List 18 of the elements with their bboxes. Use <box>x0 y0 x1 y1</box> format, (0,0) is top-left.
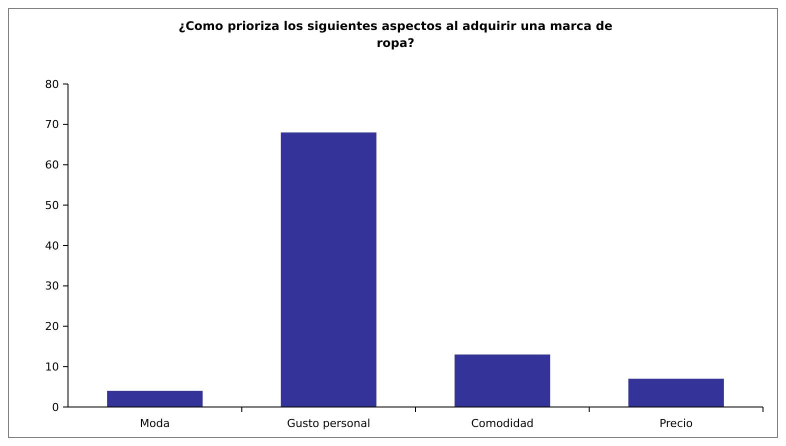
y-tick-label: 0 <box>52 400 59 414</box>
y-tick-label: 50 <box>45 198 59 212</box>
bar <box>454 354 550 407</box>
y-tick-label: 30 <box>45 280 59 293</box>
y-tick-label: 60 <box>45 158 59 172</box>
y-tick-label: 20 <box>45 320 59 334</box>
bar <box>107 390 203 407</box>
x-tick-label: Precio <box>659 417 694 430</box>
x-tick-label: Moda <box>140 417 170 430</box>
y-tick-label: 80 <box>45 78 59 91</box>
y-tick-label: 70 <box>45 118 59 132</box>
bar <box>628 378 724 407</box>
x-tick-label: Gusto personal <box>286 417 370 430</box>
y-tick-label: 10 <box>45 360 59 374</box>
y-tick-label: 40 <box>45 239 59 252</box>
chart-title: ¿Como prioriza los siguientes aspectos al adquirir una marca de ropa? <box>178 19 612 50</box>
bar <box>280 132 376 407</box>
x-tick-label: Comodidad <box>471 417 534 430</box>
